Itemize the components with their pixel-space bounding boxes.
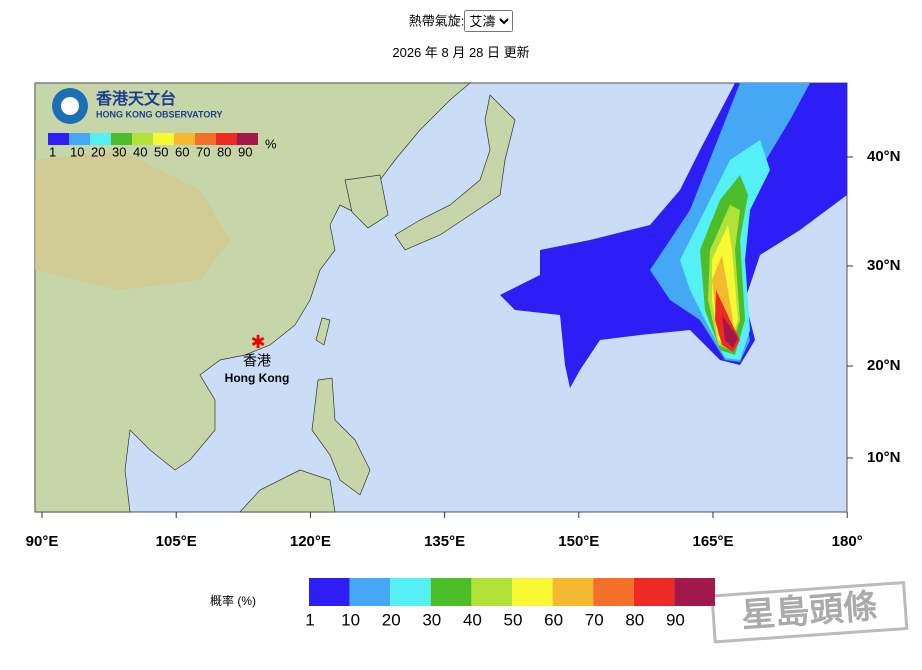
- lon-label: 90°E: [26, 533, 59, 550]
- inset-swatch: [216, 133, 237, 145]
- legend-label: 80: [625, 610, 644, 629]
- lat-label: 20°N: [867, 357, 901, 374]
- lat-label: 30°N: [867, 257, 901, 274]
- cyclone-select[interactable]: 艾濤: [464, 10, 514, 32]
- logo-name: 香港天文台: [95, 89, 176, 108]
- legend-label: 20: [382, 610, 401, 629]
- watermark-text: 星島頭條: [740, 588, 878, 635]
- lon-label: 150°E: [558, 533, 599, 550]
- plateau: [35, 150, 230, 290]
- cyclone-label: 熱帶氣旋:: [408, 13, 465, 29]
- inset-label: 30: [112, 144, 126, 159]
- inset-swatch: [153, 133, 174, 145]
- borneo: [239, 469, 336, 513]
- lon-label: 180°: [832, 533, 863, 550]
- legend-swatch: [674, 578, 715, 606]
- lat-label: 40°N: [867, 148, 901, 165]
- legend-label: 60: [544, 610, 563, 629]
- legend-title: 概率 (%): [210, 593, 256, 608]
- inset-label: 10: [70, 144, 84, 159]
- lon-label: 105°E: [156, 533, 197, 550]
- taiwan: [315, 317, 331, 346]
- inset-swatch: [69, 133, 90, 145]
- inset-label: 70: [196, 144, 210, 159]
- legend-label: 40: [463, 610, 482, 629]
- inset-swatch: [195, 133, 216, 145]
- map: ✱ 香港 Hong Kong 香港天文台 HONG KONG OBSERVATO…: [34, 82, 848, 513]
- inset-label: 90: [238, 144, 252, 159]
- legend-label: 1: [305, 610, 314, 629]
- inset-swatch: [48, 133, 69, 145]
- legend-label: 70: [585, 610, 604, 629]
- legend-label: 90: [666, 610, 685, 629]
- inset-label: 60: [175, 144, 189, 159]
- header: 熱帶氣旋: 艾濤: [0, 10, 922, 32]
- korea: [344, 174, 389, 229]
- inset-swatch: [174, 133, 195, 145]
- logo-name-en: HONG KONG OBSERVATORY: [96, 109, 223, 119]
- legend-label: 50: [504, 610, 523, 629]
- place-name: 香港: [243, 353, 271, 369]
- hk-marker: ✱: [250, 332, 265, 352]
- legend-swatch: [349, 578, 391, 606]
- lon-label: 135°E: [424, 533, 465, 550]
- legend-swatch: [593, 578, 634, 606]
- japan: [394, 94, 516, 251]
- inset-swatch: [90, 133, 111, 145]
- inset-label: 80: [217, 144, 231, 159]
- legend-swatch: [552, 578, 594, 606]
- legend-label: 10: [341, 610, 360, 629]
- inset-swatch: [132, 133, 153, 145]
- legend-swatch: [430, 578, 472, 606]
- inset-swatch: [237, 133, 258, 145]
- legend-label: 30: [422, 610, 441, 629]
- inset-label: 20: [91, 144, 105, 159]
- lat-label: 10°N: [867, 449, 901, 466]
- legend-swatch: [471, 578, 512, 606]
- legend-swatch: [512, 578, 553, 606]
- probability-swath: [500, 83, 847, 388]
- place-name-en: Hong Kong: [225, 371, 290, 385]
- legend-swatch: [390, 578, 431, 606]
- watermark: 星島頭條: [710, 581, 909, 644]
- lon-label: 165°E: [692, 533, 733, 550]
- legend-swatch: [309, 578, 350, 606]
- inset-label: 1: [49, 144, 56, 159]
- logo-icon-inner: [61, 97, 79, 115]
- swath-90: [722, 315, 738, 348]
- inset-label: 40: [133, 144, 147, 159]
- update-time: 2026 年 8 月 28 日 更新: [392, 45, 530, 60]
- inset-swatch: [111, 133, 132, 145]
- legend-swatch: [633, 578, 675, 606]
- inset-label: 50: [154, 144, 168, 159]
- lon-label: 120°E: [290, 533, 331, 550]
- watermark-box: [710, 581, 909, 644]
- inset-unit: %: [265, 136, 277, 151]
- philippines: [311, 377, 371, 496]
